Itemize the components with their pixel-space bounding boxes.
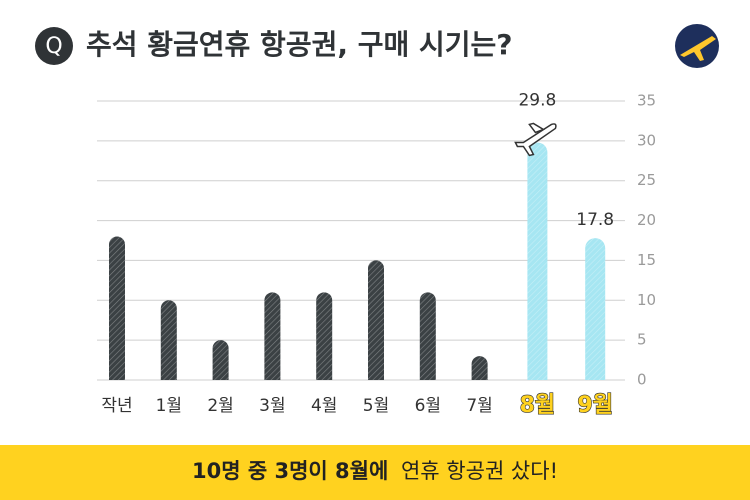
y-tick-label: 5 — [637, 331, 647, 349]
y-tick-label: 0 — [637, 371, 647, 389]
logo — [675, 24, 719, 68]
plot: 0 5 10 15 20 25 30 35 작년 1월 2월 3월 4월 5월 6월 7월 8월 29.8 9월 17… — [97, 90, 656, 419]
bar-hatch — [109, 236, 125, 380]
x-tick-label: 4월 — [311, 396, 337, 416]
x-tick-label: 2월 — [207, 396, 233, 416]
chart-title: 추석 황금연휴 항공권, 구매 시기는? — [86, 28, 513, 61]
bar-hatch — [527, 142, 548, 380]
footer-bold: 10명 중 3명이 8월에 — [192, 459, 388, 483]
airplane-icon — [514, 122, 557, 157]
x-tick-label: 7월 — [466, 396, 492, 416]
value-label: 17.8 — [576, 210, 614, 230]
y-tick-label: 15 — [637, 251, 656, 269]
bar-hatch — [264, 292, 281, 380]
x-tick-label: 작년 — [101, 396, 132, 416]
footer-regular: 연휴 항공권 샀다! — [401, 459, 558, 483]
footer-band — [0, 445, 750, 500]
bar-hatch — [471, 356, 488, 380]
y-tick-label: 35 — [637, 92, 656, 110]
x-tick-label: 1월 — [156, 396, 182, 416]
q-badge — [35, 27, 73, 65]
x-tick-label: 9월 — [577, 393, 613, 418]
y-tick-label: 20 — [637, 211, 656, 229]
bar-hatch — [316, 292, 333, 380]
y-tick-label: 10 — [637, 291, 656, 309]
value-label: 29.8 — [518, 90, 556, 110]
y-tick-label: 25 — [637, 171, 656, 189]
bar-hatch — [419, 292, 436, 380]
footer-text: 10명 중 3명이 8월에 연휴 항공권 샀다! — [192, 459, 558, 483]
x-tick-label: 3월 — [259, 396, 285, 416]
x-tick-label: 6월 — [415, 396, 441, 416]
q-letter: Q — [45, 34, 62, 59]
bar-hatch — [368, 260, 384, 380]
bar-hatch — [160, 300, 177, 380]
bar-hatch — [212, 340, 229, 380]
x-tick-label: 8월 — [520, 393, 556, 418]
bar-hatch — [585, 238, 606, 380]
x-tick-label: 5월 — [363, 396, 389, 416]
y-tick-label: 30 — [637, 131, 656, 149]
